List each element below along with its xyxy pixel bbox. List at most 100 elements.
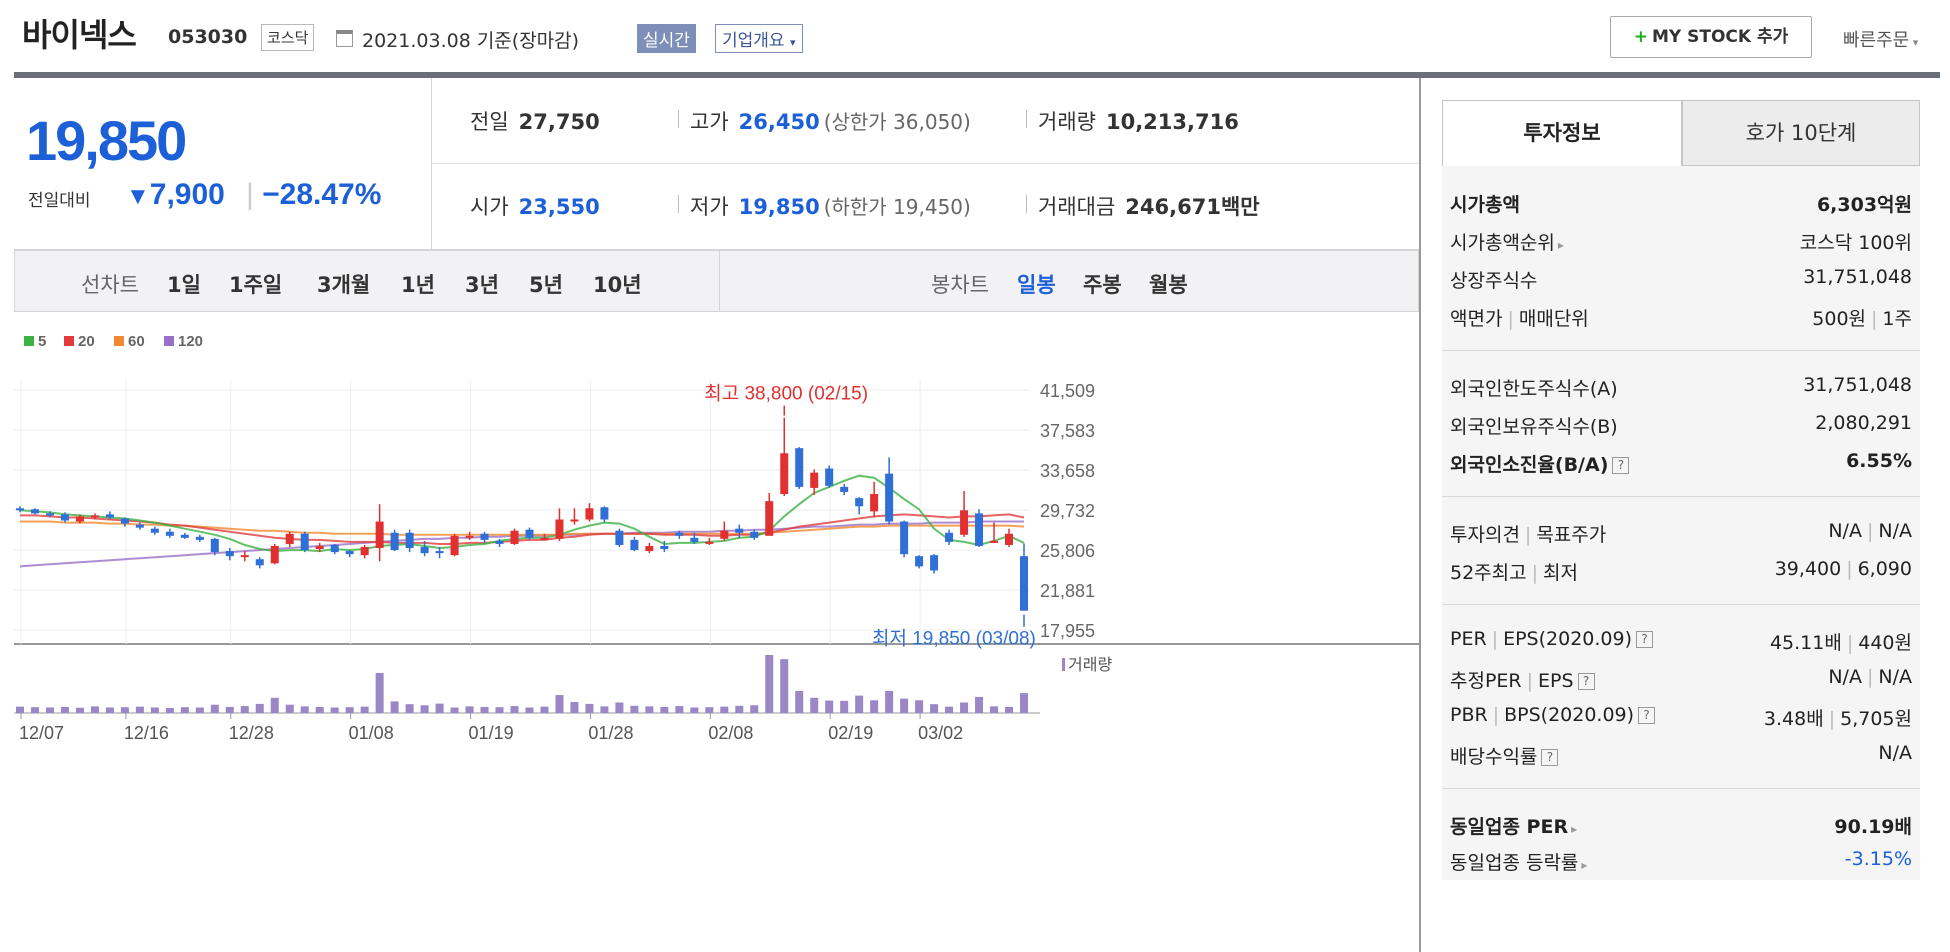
- sector-per-value: 90.19배: [1834, 816, 1912, 838]
- quick-order-button[interactable]: 빠른주문 ▾: [1843, 26, 1918, 52]
- volume-bar: [75, 707, 84, 713]
- x-tick-label: 02/19: [828, 723, 873, 743]
- bps-label-text: BPS(2020.09): [1504, 704, 1635, 726]
- tab-3month[interactable]: 3개월: [317, 273, 371, 297]
- volume-bar: [975, 696, 984, 713]
- tab-1day[interactable]: 1일: [167, 273, 201, 297]
- down-triangle-icon: ▼: [126, 183, 150, 210]
- w52-label: 52주최고 | 최저: [1450, 558, 1578, 585]
- market-badge: 코스닥: [261, 24, 315, 51]
- min-annotation: 최저 19,850 (03/08): [872, 628, 1036, 650]
- tab-3year[interactable]: 3년: [465, 273, 499, 297]
- volume-bar: [960, 702, 969, 713]
- eps-label-text: EPS(2020.09): [1503, 628, 1632, 650]
- volume-bar: [270, 697, 279, 713]
- volume-bar: [540, 706, 549, 713]
- candle-body: [300, 533, 309, 551]
- max-annotation: 최고 38,800 (02/15): [704, 383, 868, 405]
- change-label: 전일대비: [28, 191, 91, 211]
- opinion-label-text: 투자의견: [1450, 524, 1520, 546]
- tab-hoga[interactable]: 호가 10단계: [1682, 100, 1920, 166]
- chevron-down-icon: ▾: [1909, 36, 1919, 49]
- help-icon[interactable]: ?: [1638, 707, 1656, 724]
- volume-bar: [300, 706, 309, 713]
- realtime-button[interactable]: 실시간: [637, 24, 696, 53]
- candle-body: [165, 531, 174, 536]
- unit-label-text: 매매단위: [1518, 308, 1589, 330]
- candle-body: [1020, 556, 1028, 611]
- tab-1week[interactable]: 1주일: [229, 273, 283, 297]
- tab-monthly[interactable]: 월봉: [1149, 273, 1188, 297]
- volume-bar: [495, 707, 504, 713]
- candle-body: [60, 514, 69, 521]
- section-divider: [1442, 496, 1920, 497]
- add-mystock-button[interactable]: + MY STOCK 추가: [1610, 16, 1812, 58]
- volume-bar: [600, 706, 609, 713]
- volume-bar: [225, 706, 234, 713]
- candle-body: [615, 530, 624, 545]
- tab-invest-info[interactable]: 투자정보: [1442, 100, 1682, 166]
- candle-body: [945, 532, 954, 542]
- divider: |: [1828, 708, 1836, 730]
- volume-bar: [645, 706, 654, 713]
- dividend-row: 배당수익률? N/A: [1450, 742, 1912, 772]
- candle-body: [435, 551, 444, 554]
- company-info-dropdown[interactable]: 기업개요 ▾: [715, 24, 803, 53]
- candle-body: [570, 519, 579, 522]
- volume-bar: [405, 704, 414, 713]
- tab-5year[interactable]: 5년: [529, 273, 563, 297]
- invest-info-panel: 시가총액 6,303억원 시가총액순위 ▸ 코스닥 100위 상장주식수 31,751,…: [1442, 166, 1920, 880]
- dividend-label-text: 배당수익률: [1450, 746, 1538, 768]
- target-label-text: 목표주가: [1536, 524, 1607, 546]
- divider: |: [1846, 558, 1853, 580]
- per-row: PER | EPS(2020.09)? 45.11배 | 440원: [1450, 628, 1912, 658]
- candle-body: [675, 532, 684, 536]
- amount-value: 246,671: [1125, 195, 1221, 219]
- x-tick-label: 03/02: [918, 723, 963, 743]
- volume-bar: [60, 706, 69, 713]
- sector-chg-label: 동일업종 등락률 ▸: [1450, 848, 1587, 875]
- sector-per-row[interactable]: 동일업종 PER ▸ 90.19배: [1450, 812, 1912, 842]
- volume-bar: [480, 706, 489, 713]
- foreign-hold-row: 외국인보유주식수(B) 2,080,291: [1450, 412, 1912, 442]
- candle-body: [195, 536, 204, 540]
- candle-body: [375, 521, 384, 549]
- candle-body: [225, 551, 234, 557]
- low-price: 저가 19,850 (하한가 19,450): [690, 191, 971, 221]
- help-icon[interactable]: ?: [1612, 457, 1630, 474]
- per-label: PER | EPS(2020.09)?: [1450, 628, 1653, 650]
- high-label: 고가: [690, 110, 729, 134]
- candle-body: [870, 494, 879, 512]
- sector-chg-row[interactable]: 동일업종 등락률 ▸ -3.15%: [1450, 848, 1912, 878]
- candle-body: [885, 473, 894, 522]
- help-icon[interactable]: ?: [1636, 631, 1653, 648]
- par-label-text: 액면가: [1450, 308, 1503, 330]
- tab-1year[interactable]: 1년: [401, 273, 435, 297]
- divider: |: [1507, 308, 1514, 330]
- candle-body: [900, 521, 909, 555]
- help-icon[interactable]: ?: [1577, 673, 1595, 690]
- cap-rank-row[interactable]: 시가총액순위 ▸ 코스닥 100위: [1450, 228, 1912, 258]
- candle-body: [915, 556, 924, 567]
- volume-bar: [945, 706, 954, 713]
- tab-weekly[interactable]: 주봉: [1083, 273, 1122, 297]
- tab-daily[interactable]: 일봉: [1017, 273, 1056, 297]
- candle-body: [75, 516, 84, 522]
- legend-label-20: 20: [78, 333, 95, 350]
- divider: |: [1526, 670, 1534, 692]
- candle-body: [120, 518, 129, 524]
- tab-10year[interactable]: 10년: [593, 273, 642, 297]
- shares-row: 상장주식수 31,751,048: [1450, 266, 1912, 296]
- row-divider: [432, 163, 1419, 164]
- help-icon[interactable]: ?: [1541, 749, 1559, 766]
- legend-label-60: 60: [128, 333, 145, 350]
- candle-body: [30, 509, 39, 514]
- volume-bar: [195, 707, 204, 713]
- volume-bar: [45, 707, 54, 713]
- quote-grid: 전일 27,750 고가 26,450 (상한가 36,050) 거래량 10,213,…: [432, 78, 1419, 250]
- foreign-limit-label: 외국인한도주식수(A): [1450, 378, 1618, 400]
- candle-body: [420, 547, 429, 554]
- section-divider: [1442, 604, 1920, 605]
- ma-line-20: [20, 513, 1025, 545]
- candle-body: [135, 524, 144, 528]
